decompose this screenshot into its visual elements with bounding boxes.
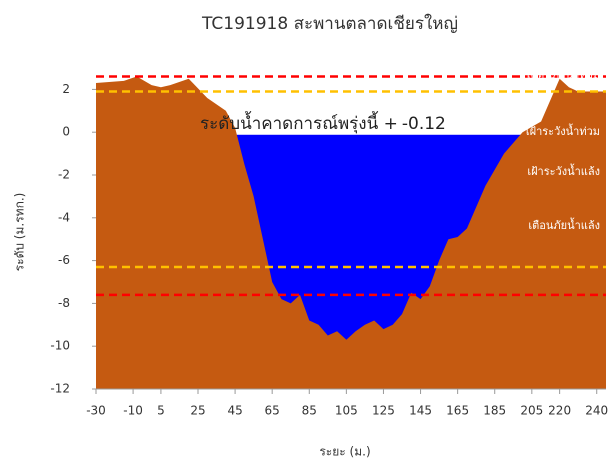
x-tick-label: 145 bbox=[409, 404, 432, 418]
x-tick-label: 65 bbox=[265, 404, 280, 418]
water-level-label: -0.12 bbox=[402, 114, 446, 134]
x-tick-label: 240 bbox=[585, 404, 608, 418]
ground-profile bbox=[96, 76, 606, 389]
threshold-label: เตือนภัยน้ำท่วม bbox=[527, 67, 600, 82]
x-tick-label: 125 bbox=[372, 404, 395, 418]
y-tick-label: -10 bbox=[50, 339, 70, 353]
threshold-label: เตือนภัยน้ำแล้ง bbox=[528, 217, 600, 232]
x-tick-label: 205 bbox=[520, 404, 543, 418]
y-tick-label: -12 bbox=[50, 382, 70, 396]
x-tick-label: -10 bbox=[123, 404, 143, 418]
threshold-label: เฝ้าระวังน้ำแล้ง bbox=[527, 163, 600, 178]
x-tick-label: 220 bbox=[548, 404, 571, 418]
threshold-label: เฝ้าระวังน้ำท่วม bbox=[526, 123, 600, 138]
x-tick-label: 5 bbox=[157, 404, 165, 418]
water-annotation-text: ระดับน้ำคาดการณ์พรุ่งนี้ + bbox=[200, 111, 398, 134]
x-tick-label: 105 bbox=[335, 404, 358, 418]
x-axis-label: ระยะ (ม.) bbox=[319, 445, 370, 459]
y-tick-label: -6 bbox=[58, 253, 70, 267]
y-tick-label: 2 bbox=[62, 82, 70, 96]
x-tick-label: 165 bbox=[446, 404, 469, 418]
water-annotation: ระดับน้ำคาดการณ์พรุ่งนี้ + -0.12 bbox=[200, 111, 446, 134]
y-tick-label: 0 bbox=[62, 125, 70, 139]
x-tick-label: 85 bbox=[302, 404, 317, 418]
chart-title: TC191918 สะพานตลาดเชียรใหญ่ bbox=[201, 13, 458, 34]
x-tick-label: 185 bbox=[483, 404, 506, 418]
x-tick-label: -30 bbox=[86, 404, 106, 418]
x-tick-label: 45 bbox=[227, 404, 242, 418]
y-axis-label: ระดับ (ม.รทก.) bbox=[13, 193, 27, 272]
y-tick-label: -2 bbox=[58, 168, 70, 182]
y-tick-label: -4 bbox=[58, 210, 70, 224]
x-tick-label: 25 bbox=[190, 404, 205, 418]
y-tick-label: -8 bbox=[58, 296, 70, 310]
